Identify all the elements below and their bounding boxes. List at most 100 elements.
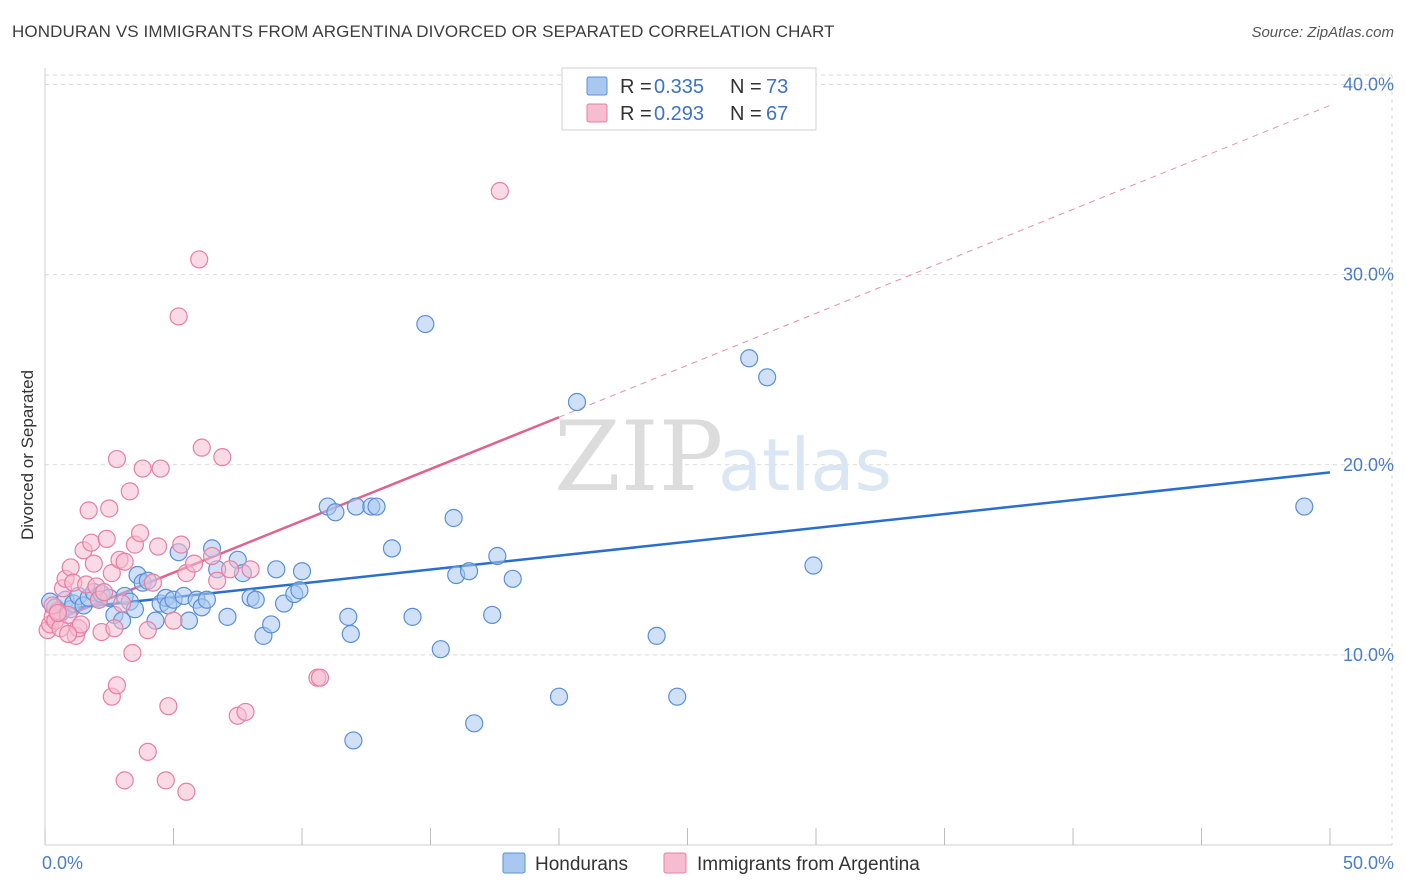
point-hondurans-31 [197, 590, 217, 609]
point-hondurans-69 [758, 368, 777, 387]
point-hondurans-52 [367, 497, 386, 516]
point-hondurans-63 [503, 569, 522, 588]
watermark-atlas: atlas [718, 423, 892, 507]
point-hondurans-48 [339, 607, 358, 626]
point-argentina-15 [79, 501, 98, 520]
legend-r-value-blue: 0.335 [654, 76, 704, 98]
trend-line-hondurans [44, 471, 1331, 613]
point-hondurans-54 [403, 607, 422, 626]
point-argentina-66 [59, 624, 78, 644]
y-axis-label: Divorced or Separated [18, 370, 37, 540]
point-hondurans-59 [459, 562, 479, 581]
legend-n-value-pink: 67 [766, 103, 788, 125]
point-hondurans-41 [267, 560, 286, 579]
legend-r-label-blue: R = [620, 76, 652, 98]
point-hondurans-60 [465, 714, 484, 733]
point-hondurans-72 [344, 731, 363, 750]
point-hondurans-44 [290, 581, 309, 600]
point-argentina-34 [133, 459, 152, 478]
point-argentina-23 [100, 499, 119, 518]
series-label-hondurans: Hondurans [535, 854, 628, 875]
legend-n-label-blue: N = [730, 76, 762, 98]
point-hondurans-57 [444, 508, 463, 528]
point-argentina-35 [138, 621, 157, 640]
legend-swatch-hondurans [586, 76, 608, 96]
point-argentina-39 [159, 697, 178, 716]
y-tick-label-40: 40.0% [1343, 75, 1394, 95]
point-hondurans-56 [431, 640, 450, 659]
point-hondurans-55 [416, 314, 435, 334]
grid-lines [45, 74, 1393, 845]
y-tick-label-30: 30.0% [1343, 265, 1394, 285]
point-argentina-28 [112, 594, 132, 613]
point-argentina-58 [107, 676, 127, 695]
series-label-argentina: Immigrants from Argentina [697, 854, 920, 875]
point-hondurans-61 [483, 605, 502, 625]
point-hondurans-34 [218, 607, 237, 626]
point-argentina-30 [120, 482, 139, 501]
x-tick-label-min: 0.0% [42, 853, 83, 873]
point-hondurans-47 [326, 503, 345, 522]
point-argentina-49 [213, 448, 232, 467]
point-argentina-26 [107, 449, 127, 469]
point-hondurans-65 [567, 392, 587, 412]
point-argentina-53 [241, 560, 260, 579]
point-argentina-52 [236, 702, 255, 722]
point-argentina-17 [84, 554, 103, 573]
data-points [38, 181, 1314, 801]
point-argentina-9 [61, 558, 80, 577]
chart-title: HONDURAN VS IMMIGRANTS FROM ARGENTINA DI… [12, 22, 835, 41]
point-hondurans-70 [804, 556, 823, 575]
point-argentina-65 [48, 603, 67, 623]
point-argentina-60 [138, 742, 157, 761]
watermark: ZIP atlas [554, 401, 892, 513]
point-hondurans-62 [488, 546, 507, 566]
legend-swatch-argentina [586, 103, 608, 123]
x-tick-label-max: 50.0% [1343, 853, 1394, 873]
source-credit: Source: ZipAtlas.com [1251, 24, 1394, 41]
axes [44, 68, 1392, 846]
y-tick-labels: 10.0% 20.0% 30.0% 40.0% [1343, 75, 1394, 665]
point-argentina-38 [151, 459, 170, 478]
legend-n-value-blue: 73 [766, 76, 788, 98]
trend-line-argentina-extension [558, 104, 1331, 418]
point-hondurans-28 [179, 611, 199, 630]
point-hondurans-71 [1295, 497, 1314, 516]
stats-legend: R = 0.335 N = 73 R = 0.293 N = 67 [561, 67, 817, 131]
point-hondurans-40 [262, 615, 281, 634]
point-hondurans-49 [341, 624, 360, 644]
x-tick-labels: 0.0% 50.0% [42, 853, 1394, 873]
y-tick-label-20: 20.0% [1343, 455, 1394, 475]
point-argentina-61 [156, 771, 175, 790]
point-argentina-40 [164, 611, 183, 630]
point-argentina-16 [82, 533, 101, 552]
point-argentina-29 [115, 552, 134, 571]
series-legend: Hondurans Immigrants from Argentina [502, 852, 920, 875]
point-argentina-48 [208, 571, 227, 590]
point-argentina-21 [95, 583, 114, 602]
y-tick-label-10: 10.0% [1343, 645, 1394, 665]
point-argentina-63 [71, 615, 91, 634]
series-swatch-hondurans [502, 852, 526, 874]
point-argentina-44 [184, 554, 204, 573]
point-hondurans-38 [246, 590, 265, 609]
point-argentina-55 [310, 668, 330, 687]
point-argentina-56 [490, 181, 509, 201]
point-argentina-42 [172, 535, 191, 554]
legend-r-value-pink: 0.293 [654, 103, 704, 125]
point-hondurans-45 [292, 562, 312, 581]
point-hondurans-66 [647, 626, 666, 645]
point-hondurans-64 [549, 687, 569, 706]
point-hondurans-68 [740, 349, 759, 368]
point-argentina-36 [143, 573, 163, 592]
point-hondurans-67 [668, 687, 687, 706]
point-argentina-31 [123, 643, 142, 663]
point-argentina-25 [105, 619, 124, 638]
legend-n-label-pink: N = [730, 103, 762, 125]
point-argentina-45 [190, 250, 209, 269]
point-hondurans-50 [346, 497, 366, 516]
point-argentina-59 [115, 771, 134, 790]
series-swatch-argentina [663, 852, 687, 874]
point-hondurans-53 [382, 539, 402, 558]
